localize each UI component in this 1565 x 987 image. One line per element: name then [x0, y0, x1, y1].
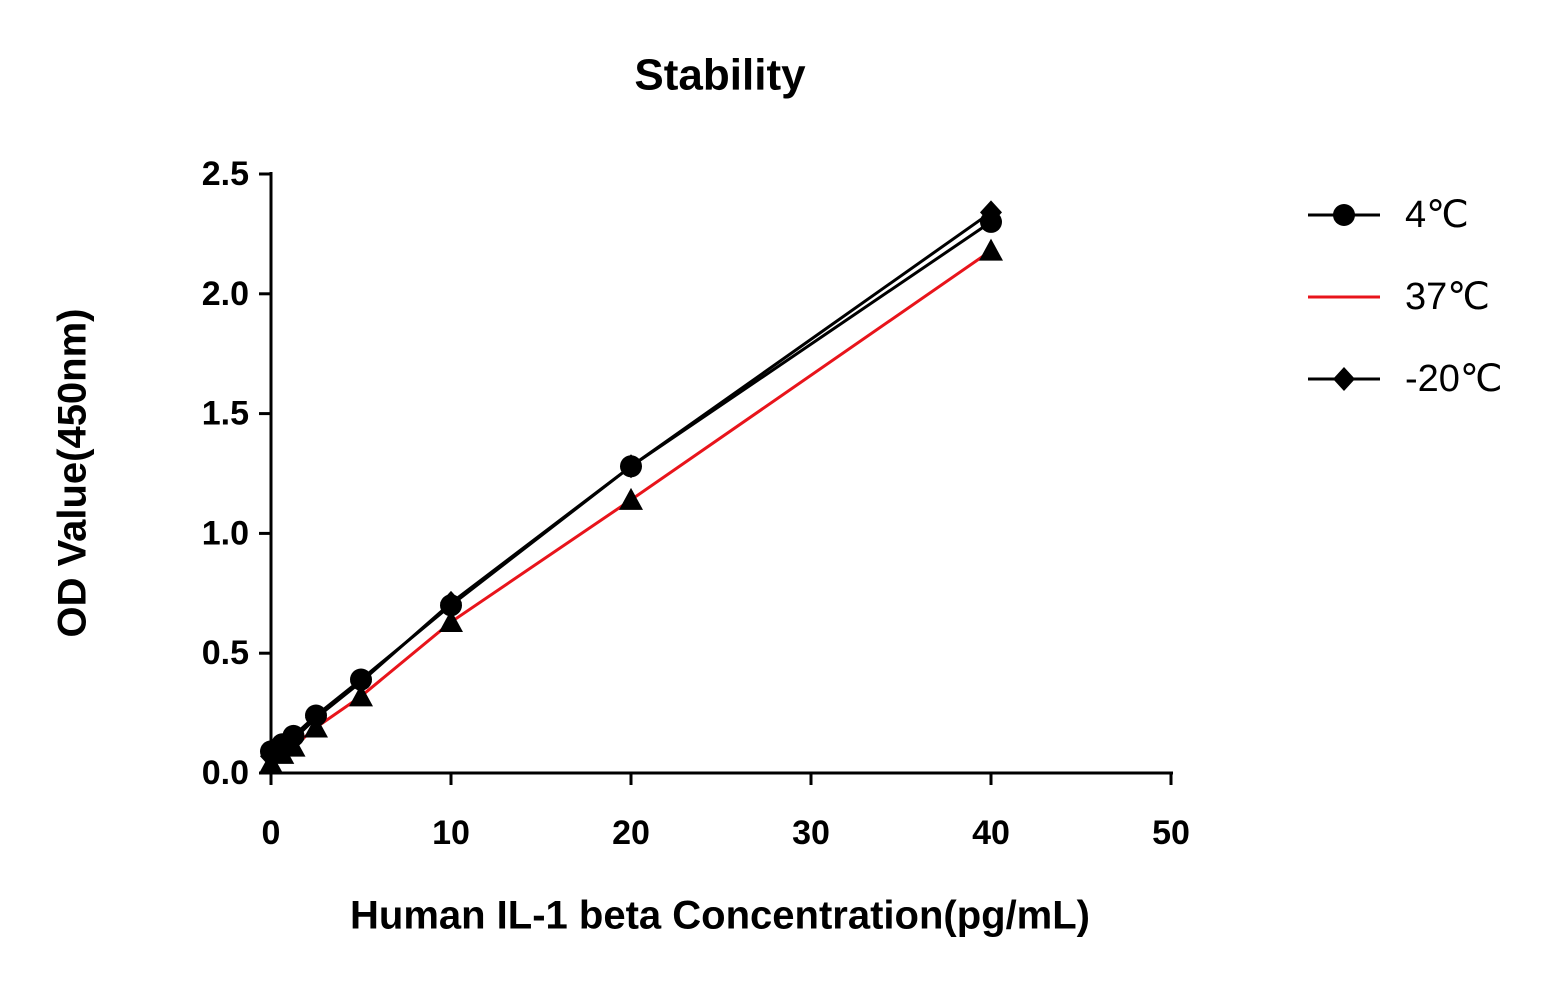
y-tick-label: 0.0 — [202, 754, 249, 792]
data-point — [349, 684, 373, 707]
data-point — [350, 669, 372, 694]
y-axis-title: OD Value(450nm) — [51, 308, 95, 637]
y-tick-label: 1.0 — [202, 514, 249, 552]
chart-title: Stability — [634, 51, 806, 100]
data-point — [440, 590, 462, 615]
y-tick-label: 2.5 — [202, 155, 249, 193]
x-tick-label: 50 — [1152, 814, 1190, 852]
legend-label: -20℃ — [1405, 358, 1503, 400]
data-point — [980, 200, 1002, 225]
series-line — [270, 220, 992, 753]
x-axis-title: Human IL-1 beta Concentration(pg/mL) — [350, 894, 1090, 938]
data-point — [620, 454, 642, 479]
y-tick-label: 2.0 — [202, 275, 249, 313]
data-point — [979, 238, 1003, 261]
legend-label: 37℃ — [1405, 276, 1490, 318]
legend-label: 4℃ — [1405, 194, 1469, 236]
legend-marker — [1333, 367, 1355, 391]
legend-marker — [1333, 204, 1355, 226]
x-tick-label: 10 — [432, 814, 470, 852]
y-tick-label: 0.5 — [202, 634, 249, 672]
x-tick-label: 0 — [262, 814, 281, 852]
data-point — [619, 487, 643, 510]
x-tick-label: 30 — [792, 814, 830, 852]
data-point — [282, 727, 305, 752]
x-tick-label: 20 — [612, 814, 650, 852]
data-point — [305, 705, 327, 730]
y-tick-label: 1.5 — [202, 395, 249, 433]
data-point — [439, 610, 463, 633]
x-tick-label: 40 — [972, 814, 1010, 852]
